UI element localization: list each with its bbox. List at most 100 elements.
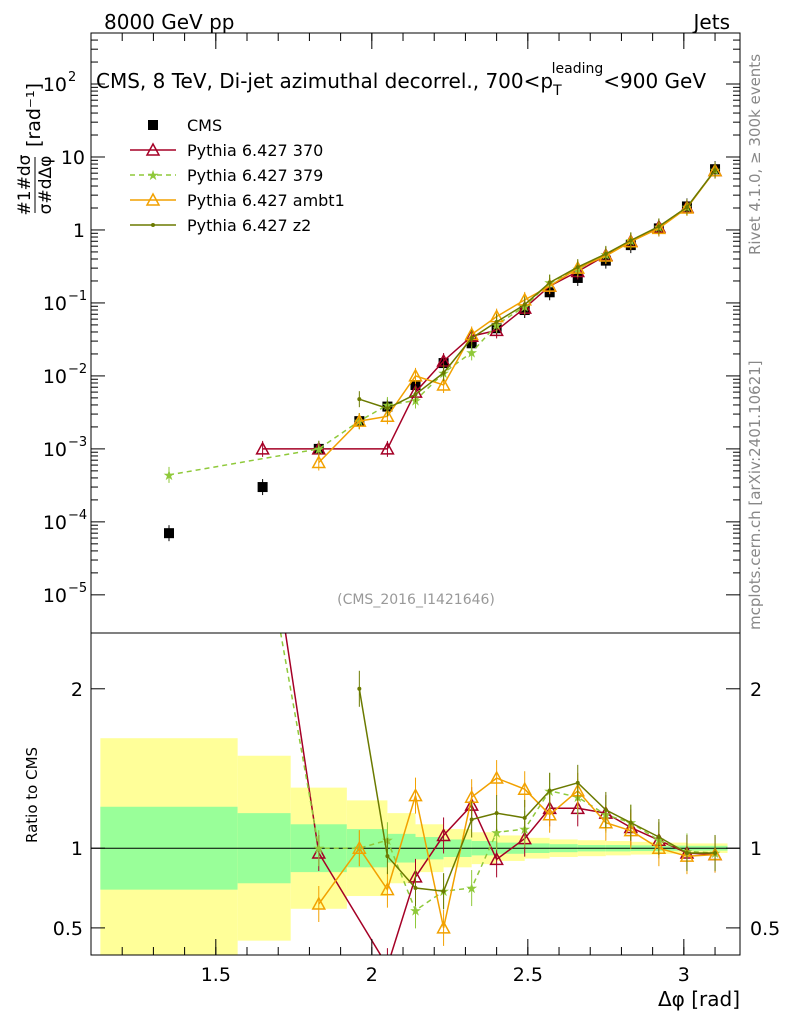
data-point <box>164 528 175 539</box>
ratio-frame <box>90 632 741 956</box>
ratio-point <box>489 851 504 866</box>
data-point: ★ <box>465 345 478 361</box>
ratio-point <box>311 896 327 910</box>
data-point <box>357 397 362 402</box>
ratio-point <box>522 815 527 820</box>
series-line <box>318 170 716 464</box>
y-tick-label: 10 <box>43 585 67 607</box>
data-point: ★ <box>163 468 176 484</box>
ratio-point <box>684 850 689 855</box>
mcplots-label: mcplots.cern.ch [arXiv:2401.10621] <box>746 360 764 630</box>
y-tick-exponent: 2 <box>68 70 76 85</box>
svg-text:σ#dΔφ: σ#dΔφ <box>36 156 56 215</box>
data-point <box>408 368 423 382</box>
y-tick-exponent: −2 <box>68 362 87 377</box>
data-point <box>489 322 504 337</box>
y-tick-label: 10 <box>61 147 85 169</box>
main-marks: ★★★★★★★★★★★★★★★★ <box>163 161 723 542</box>
ratio-point <box>436 827 451 842</box>
x-axis-label: Δφ [rad] <box>658 987 740 1011</box>
ratio-point <box>408 788 423 802</box>
legend-label: Pythia 6.427 z2 <box>187 216 311 235</box>
ratio-y-tick-label: 2 <box>71 679 83 701</box>
ratio-point <box>603 807 608 812</box>
x-tick-label: 2 <box>366 964 378 986</box>
ratio-point <box>494 811 499 816</box>
chart-title: CMS, 8 TeV, Di-jet azimuthal decorrel., … <box>96 61 706 99</box>
ratio-ticks: 0.5 0.5 1 1 2 2 1.5 2 2.5 3 <box>53 33 780 986</box>
legend-label: Pythia 6.427 379 <box>187 166 323 185</box>
ratio-point <box>436 920 451 934</box>
ratio-point <box>385 854 390 859</box>
data-point <box>311 454 327 469</box>
ratio-point <box>575 780 580 785</box>
ratio-point <box>381 960 393 971</box>
main-y-label: #1#dσ σ#dΔφ [rad⁻¹] <box>15 83 56 215</box>
ratio-y-tick-label: 0.5 <box>53 918 83 940</box>
series-2: ★★★★★★★★★★★★★★★★ <box>163 162 721 484</box>
legend-marker <box>145 142 161 156</box>
main-panel: ★★★★★★★★★★★★★★★★ 10−510−410−310−210−1110… <box>15 32 741 634</box>
legend: CMS Pythia 6.427 370 ★ Pythia 6.427 379 Pyth… <box>130 116 345 235</box>
series-line <box>262 170 716 450</box>
x-tick-label: 3 <box>678 964 690 986</box>
ratio-point <box>517 781 532 795</box>
header-right: Jets <box>692 10 730 34</box>
data-point <box>603 251 608 256</box>
data-point <box>257 482 268 493</box>
legend-label: Pythia 6.427 ambt1 <box>187 191 345 210</box>
y-tick-exponent: −3 <box>68 435 87 450</box>
ratio-y-label: Ratio to CMS <box>23 747 41 843</box>
ratio-line <box>358 688 715 893</box>
series-3 <box>311 162 723 471</box>
x-tick-label: 2.5 <box>513 964 543 986</box>
y-tick-label: 1 <box>73 220 85 242</box>
data-point <box>656 224 661 229</box>
series-line <box>359 169 716 410</box>
data-point <box>469 336 474 341</box>
data-point <box>575 265 580 270</box>
legend-marker: ★ <box>147 168 160 184</box>
legend-marker <box>148 120 158 130</box>
series-4 <box>357 162 718 417</box>
header-left: 8000 GeV pp <box>104 10 235 34</box>
legend-label: CMS <box>187 116 222 135</box>
y-tick-exponent: −4 <box>68 508 87 523</box>
legend-label: Pythia 6.427 370 <box>187 141 323 160</box>
ratio-marks: ★★★★★★★★★★★★★★★★ <box>91 633 740 971</box>
data-point <box>628 238 633 243</box>
data-point <box>494 319 499 324</box>
rivet-label: Rivet 4.1.0, ≥ 300k events <box>746 54 764 255</box>
data-point: ★ <box>312 442 325 458</box>
y-tick-label: 10 <box>43 366 67 388</box>
ratio-y-tick-label-right: 0.5 <box>750 918 780 940</box>
y-tick-exponent: −5 <box>68 581 87 596</box>
ratio-point: ★ <box>465 881 478 897</box>
ratio-point <box>547 788 552 793</box>
data-point <box>522 302 527 307</box>
data-point <box>255 441 270 455</box>
ratio-point <box>352 840 367 854</box>
ratio-series-3 <box>357 670 718 910</box>
data-point <box>684 205 689 210</box>
ratio-point <box>469 817 474 822</box>
y-tick-label: 10 <box>43 293 67 315</box>
data-point <box>385 406 390 411</box>
ratio-point <box>628 820 633 825</box>
svg-text:#1#dσ: #1#dσ <box>15 154 35 215</box>
data-point <box>441 370 446 375</box>
y-tick-label: 10 <box>43 74 67 96</box>
data-point <box>547 280 552 285</box>
data-point <box>380 441 395 455</box>
ratio-point <box>713 850 718 855</box>
series-line <box>168 169 716 476</box>
data-point <box>352 413 367 427</box>
ratio-y-tick-label: 1 <box>71 838 83 860</box>
legend-marker <box>145 192 161 206</box>
ratio-y-tick-label-right: 2 <box>750 679 762 701</box>
ratio-point: ★ <box>490 825 503 841</box>
ratio-point <box>441 889 446 894</box>
x-tick-label: 1.5 <box>201 964 231 986</box>
